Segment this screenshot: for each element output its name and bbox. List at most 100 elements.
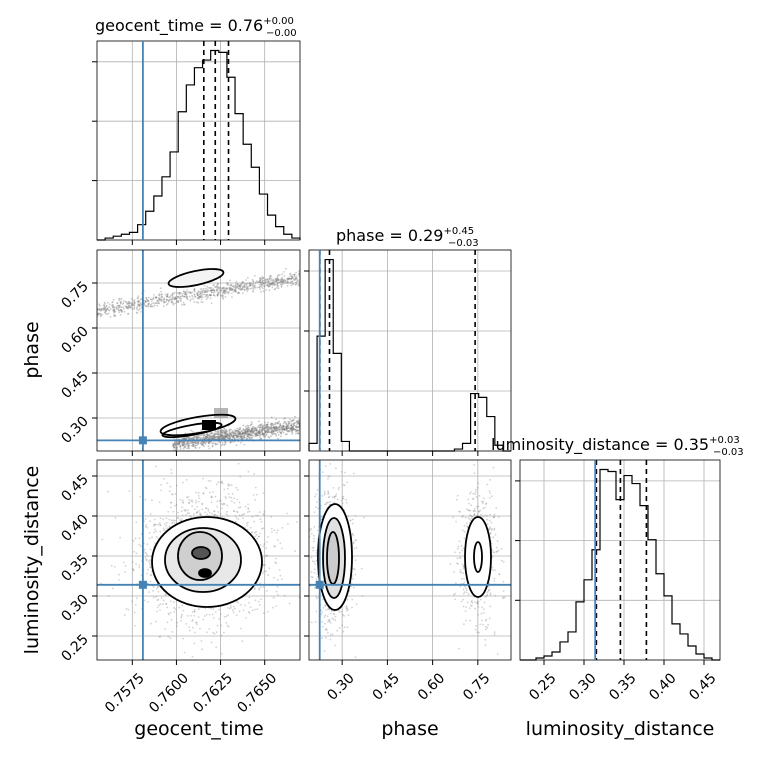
scatter-point <box>285 267 287 270</box>
scatter-point <box>130 307 132 309</box>
scatter-point <box>182 441 184 443</box>
scatter-point <box>271 281 274 283</box>
scatter-point <box>133 550 136 553</box>
scatter-point <box>166 298 168 301</box>
scatter-point <box>489 532 492 534</box>
scatter-point <box>194 441 197 444</box>
scatter-point <box>173 451 175 453</box>
scatter-point <box>139 301 142 304</box>
scatter-point <box>276 585 279 588</box>
scatter-point <box>500 559 503 562</box>
scatter-point <box>332 487 335 489</box>
scatter-point <box>111 306 114 309</box>
scatter-point <box>236 427 239 430</box>
scatter-point <box>211 444 214 447</box>
scatter-point <box>170 472 173 474</box>
scatter-point <box>286 425 289 428</box>
scatter-point <box>255 533 258 536</box>
scatter-point <box>337 488 340 490</box>
scatter-point <box>193 301 196 303</box>
scatter-point <box>203 284 206 287</box>
scatter-point <box>117 305 119 308</box>
scatter-point <box>139 310 142 313</box>
scatter-point <box>247 429 250 431</box>
scatter-point <box>175 444 178 447</box>
scatter-point <box>138 566 141 569</box>
scatter-point <box>197 441 199 444</box>
scatter-point <box>350 426 352 428</box>
scatter-point <box>291 425 294 428</box>
scatter-point <box>274 283 276 286</box>
scatter-point <box>262 513 265 515</box>
scatter-point <box>224 436 227 439</box>
scatter-point <box>203 288 205 290</box>
scatter-point <box>239 427 242 430</box>
scatter-point <box>124 305 127 308</box>
scatter-point <box>212 284 215 286</box>
scatter-point <box>132 569 135 571</box>
scatter-point <box>214 611 217 613</box>
scatter-point <box>229 436 232 439</box>
scatter-point <box>179 296 182 298</box>
scatter-point <box>210 431 213 434</box>
scatter-point <box>188 512 191 515</box>
scatter-point <box>210 302 213 305</box>
scatter-point <box>465 522 468 525</box>
scatter-point <box>240 288 243 291</box>
scatter-point <box>162 300 165 302</box>
scatter-point <box>267 280 270 283</box>
scatter-point <box>201 444 204 447</box>
scatter-point <box>244 428 247 431</box>
scatter-point <box>275 278 278 281</box>
scatter-point <box>185 623 188 625</box>
scatter-point <box>133 306 136 309</box>
scatter-point <box>147 305 149 308</box>
scatter-point <box>182 438 185 440</box>
scatter-point <box>166 294 169 297</box>
scatter-point <box>185 437 188 440</box>
scatter-point <box>138 303 141 306</box>
scatter-point <box>285 423 287 425</box>
scatter-point <box>202 443 205 446</box>
scatter-point <box>342 495 345 498</box>
scatter-point <box>261 425 264 427</box>
scatter-point <box>258 424 261 427</box>
scatter-point <box>334 615 337 618</box>
scatter-point <box>350 582 353 584</box>
scatter-point <box>281 278 283 280</box>
scatter-point <box>249 437 252 440</box>
scatter-point <box>477 600 480 603</box>
scatter-point <box>474 488 477 491</box>
scatter-point <box>186 297 188 300</box>
scatter-point <box>157 590 160 593</box>
scatter-point <box>275 279 278 282</box>
scatter-point <box>224 290 226 293</box>
scatter-point <box>191 296 194 298</box>
scatter-point <box>193 610 196 613</box>
scatter-point <box>241 433 243 435</box>
scatter-point <box>244 429 247 432</box>
scatter-point <box>107 490 109 493</box>
scatter-point <box>179 441 182 444</box>
scatter-point <box>202 301 204 304</box>
scatter-point <box>461 563 464 566</box>
scatter-point <box>249 284 252 286</box>
scatter-point <box>259 281 262 284</box>
scatter-point <box>272 282 274 285</box>
scatter-point <box>221 436 224 439</box>
scatter-point <box>235 434 238 437</box>
scatter-point <box>271 430 274 433</box>
scatter-point <box>248 428 251 430</box>
scatter-point <box>149 559 151 561</box>
scatter-point <box>169 506 172 509</box>
scatter-point <box>169 296 171 299</box>
scatter-point <box>253 588 256 590</box>
scatter-point <box>212 284 215 287</box>
scatter-point <box>171 298 174 301</box>
scatter-point <box>241 282 243 285</box>
scatter-point <box>174 519 177 522</box>
scatter-point <box>260 423 263 426</box>
scatter-point <box>220 444 223 447</box>
scatter-point <box>218 289 221 292</box>
scatter-point <box>311 546 314 549</box>
